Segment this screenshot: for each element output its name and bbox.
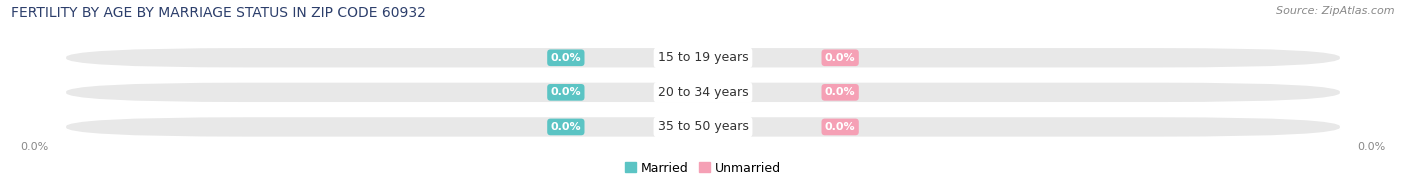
Text: 0.0%: 0.0% bbox=[551, 53, 581, 63]
Text: 0.0%: 0.0% bbox=[825, 87, 855, 97]
Text: 0.0%: 0.0% bbox=[551, 87, 581, 97]
Text: Source: ZipAtlas.com: Source: ZipAtlas.com bbox=[1277, 6, 1395, 16]
Text: 0.0%: 0.0% bbox=[551, 122, 581, 132]
Text: 35 to 50 years: 35 to 50 years bbox=[658, 120, 748, 133]
Legend: Married, Unmarried: Married, Unmarried bbox=[620, 157, 786, 180]
FancyBboxPatch shape bbox=[65, 116, 1341, 138]
Text: 0.0%: 0.0% bbox=[825, 122, 855, 132]
Text: 0.0%: 0.0% bbox=[825, 53, 855, 63]
Text: FERTILITY BY AGE BY MARRIAGE STATUS IN ZIP CODE 60932: FERTILITY BY AGE BY MARRIAGE STATUS IN Z… bbox=[11, 6, 426, 20]
Text: 20 to 34 years: 20 to 34 years bbox=[658, 86, 748, 99]
Text: 15 to 19 years: 15 to 19 years bbox=[658, 51, 748, 64]
Text: 0.0%: 0.0% bbox=[21, 142, 49, 152]
FancyBboxPatch shape bbox=[65, 82, 1341, 103]
FancyBboxPatch shape bbox=[65, 47, 1341, 68]
Text: 0.0%: 0.0% bbox=[1357, 142, 1385, 152]
